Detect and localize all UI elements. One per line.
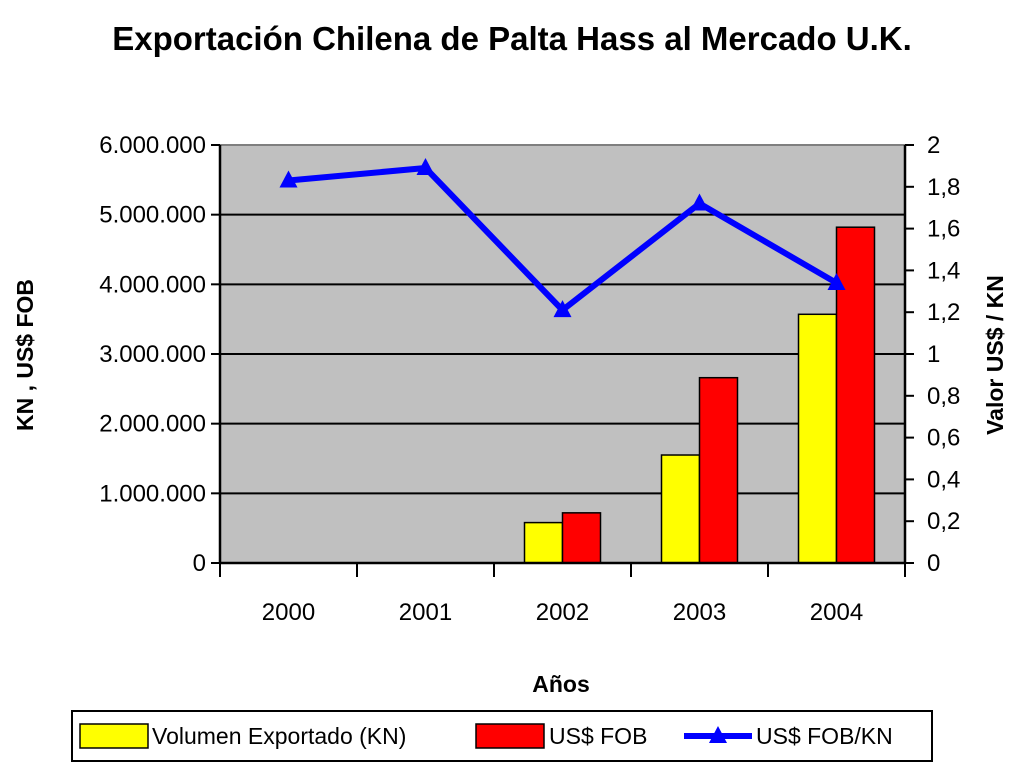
legend-swatch: [79, 723, 149, 749]
x-tick-label: 2003: [673, 599, 726, 626]
bar: [523, 521, 564, 564]
y-tick-label: 0: [193, 550, 206, 577]
y2-tick-label: 1,2: [927, 299, 960, 326]
line-point: [279, 170, 298, 188]
line-point: [553, 300, 572, 318]
x-tick-label: 2002: [536, 599, 589, 626]
y-tick-label: 2.000.000: [99, 411, 206, 438]
line-point: [690, 193, 709, 211]
y2-tick-label: 1,8: [927, 174, 960, 201]
bar: [698, 376, 739, 564]
bar: [561, 512, 602, 564]
legend-marker: [709, 726, 727, 743]
y-tick-label: 1.000.000: [99, 480, 206, 507]
legend-label: Volumen Exportado (KN): [152, 723, 406, 749]
y-axis-ticks: 0 1.000.000 2.000.000 3.000.000 4.000.000 5.0…: [99, 132, 220, 577]
bar: [835, 226, 876, 564]
y-axis-label: KN , US$ FOB: [12, 279, 38, 431]
bar: [797, 313, 838, 564]
y-tick-label: 5.000.000: [99, 202, 206, 229]
y2-tick-label: 0,2: [927, 508, 960, 535]
line-point: [827, 272, 846, 290]
y2-tick-label: 0,4: [927, 466, 960, 493]
y2-tick-label: 0,8: [927, 383, 960, 410]
legend: Volumen Exportado (KN) US$ FOB US$ FOB/KN: [71, 710, 933, 762]
y-tick-label: 6.000.000: [99, 132, 206, 159]
x-tick-label: 2001: [399, 599, 452, 626]
y-tick-label: 4.000.000: [99, 271, 206, 298]
y2-tick-label: 2: [927, 132, 940, 159]
y-tick-label: 3.000.000: [99, 341, 206, 368]
y2-tick-label: 1,4: [927, 257, 960, 284]
y2-tick-label: 0: [927, 550, 940, 577]
y2-tick-label: 1,6: [927, 216, 960, 243]
x-axis-ticks: 2000 2001 2002 2003 2004: [219, 563, 906, 626]
y2-tick-label: 0,6: [927, 425, 960, 452]
x-tick-label: 2004: [810, 599, 863, 626]
x-axis-label: Años: [532, 671, 590, 697]
y2-tick-label: 1: [927, 341, 940, 368]
line-series: [279, 157, 846, 318]
chart-title: Exportación Chilena de Palta Hass al Mer…: [112, 20, 912, 57]
bars: [523, 226, 876, 564]
legend-label: US$ FOB/KN: [756, 723, 893, 749]
legend-label: US$ FOB: [549, 723, 647, 749]
x-tick-label: 2000: [262, 599, 315, 626]
y2-axis-label: Valor US$ / KN: [982, 275, 1008, 435]
y2-axis-ticks: 0 0,2 0,4 0,6 0,8 1 1,2 1,4 1,6 1,8 2: [905, 132, 960, 577]
legend-swatch: [475, 723, 545, 749]
bar: [660, 454, 701, 564]
line-point: [416, 157, 435, 175]
gridlines: [220, 213, 905, 495]
